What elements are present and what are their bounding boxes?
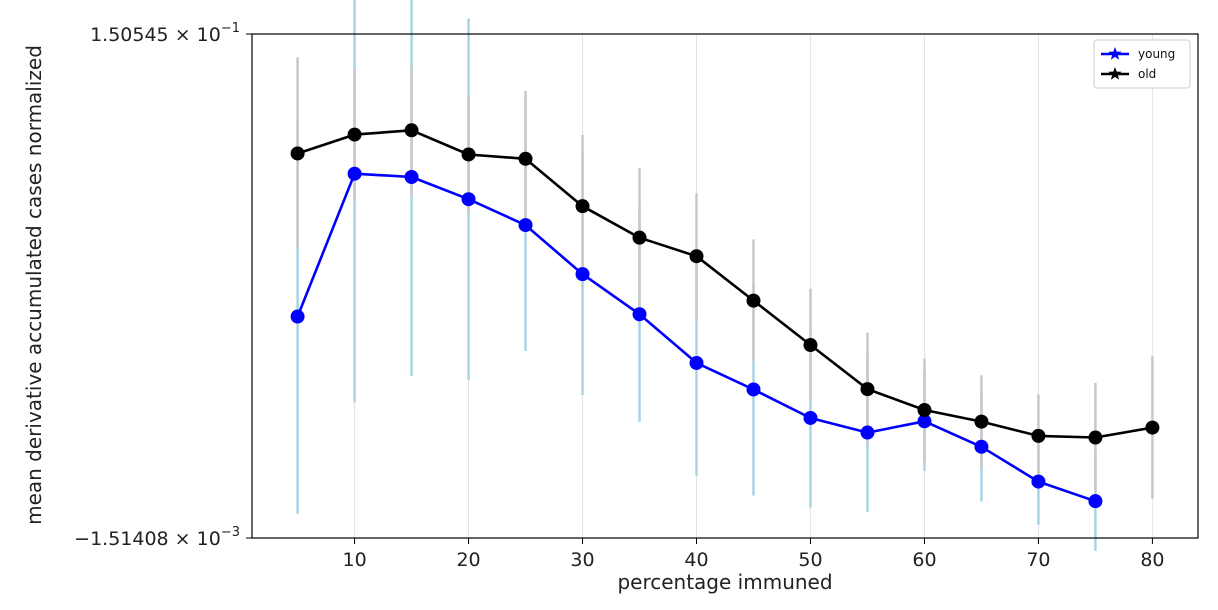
- point-old-35: [632, 230, 647, 245]
- legend: young old: [1093, 39, 1191, 89]
- y-axis-title: mean derivative accumulated cases normal…: [22, 45, 46, 525]
- point-young-50: [803, 410, 818, 425]
- x-tick-label-50: 50: [798, 549, 822, 571]
- point-young-65: [974, 439, 989, 454]
- point-young-60: [917, 414, 932, 429]
- legend-star-old-icon: [1108, 67, 1122, 80]
- point-young-45: [746, 382, 761, 397]
- series-markers: [290, 123, 1160, 509]
- point-old-60: [917, 403, 932, 418]
- y-axis-ticks: 1.50545 × 10−1 −1.51408 × 10−3: [74, 21, 252, 550]
- point-young-25: [518, 218, 533, 233]
- point-old-25: [518, 151, 533, 166]
- point-old-80: [1145, 420, 1160, 435]
- series-lines: [296, 129, 1153, 503]
- legend-star-young-icon: [1108, 47, 1122, 60]
- point-old-15: [404, 123, 419, 138]
- plot-frame: [251, 33, 1199, 539]
- point-young-35: [632, 307, 647, 322]
- point-old-75: [1088, 430, 1103, 445]
- point-old-40: [689, 249, 704, 264]
- point-old-20: [461, 147, 476, 162]
- point-young-30: [575, 267, 590, 282]
- point-young-15: [404, 170, 419, 185]
- x-tick-label-80: 80: [1140, 549, 1164, 571]
- point-old-45: [746, 293, 761, 308]
- legend-label-old: old: [1138, 67, 1156, 81]
- point-old-10: [347, 127, 362, 142]
- point-young-40: [689, 355, 704, 370]
- legend-label-young: young: [1138, 47, 1175, 61]
- x-tick-label-20: 20: [456, 549, 480, 571]
- point-young-5: [290, 309, 305, 324]
- series-line-old: [297, 129, 1153, 439]
- error-bars: [296, 0, 1154, 551]
- x-axis-title: percentage immuned: [617, 570, 832, 594]
- point-old-50: [803, 338, 818, 353]
- point-young-70: [1031, 474, 1046, 489]
- point-old-55: [860, 382, 875, 397]
- x-tick-label-40: 40: [684, 549, 708, 571]
- x-tick-label-30: 30: [570, 549, 594, 571]
- x-tick-label-60: 60: [912, 549, 936, 571]
- x-tick-label-70: 70: [1026, 549, 1050, 571]
- point-old-70: [1031, 428, 1046, 443]
- point-old-65: [974, 414, 989, 429]
- point-old-5: [290, 146, 305, 161]
- point-young-10: [347, 166, 362, 181]
- x-axis-ticks: 10 20 30 40 50 60 70 80: [342, 538, 1165, 571]
- point-old-30: [575, 199, 590, 214]
- point-young-75: [1088, 494, 1103, 509]
- point-young-55: [860, 425, 875, 440]
- y-tick-label-0: 1.50545 × 10−1: [90, 21, 240, 46]
- x-tick-label-10: 10: [342, 549, 366, 571]
- point-young-20: [461, 192, 476, 207]
- y-tick-label-1: −1.51408 × 10−3: [74, 525, 240, 550]
